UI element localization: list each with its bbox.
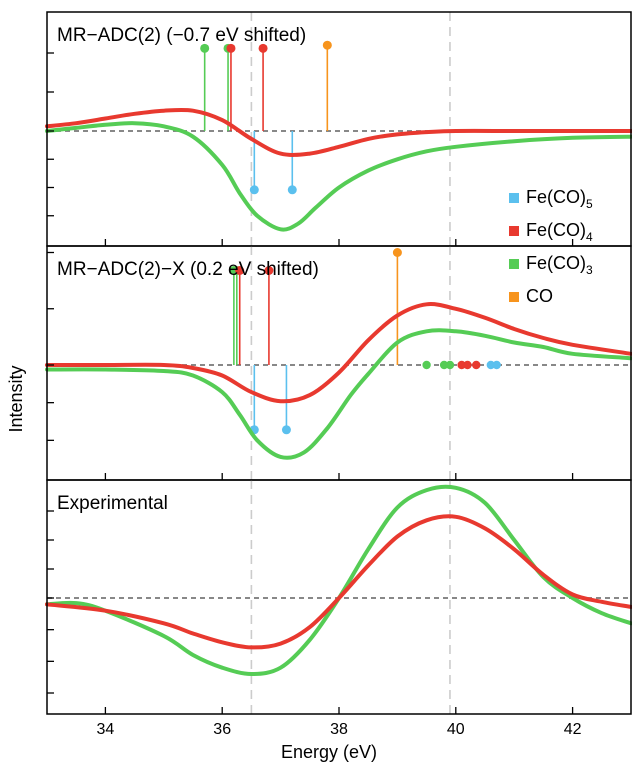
legend-swatch-FeCO3 — [509, 259, 519, 269]
series-line-FeCO4 — [47, 304, 631, 401]
legend-label-CO: CO — [526, 286, 553, 306]
legend-label-FeCO5: Fe(CO)5 — [526, 187, 593, 211]
stick-marker-FeCO5 — [282, 425, 291, 434]
series-line-FeCO3 — [47, 330, 631, 457]
panels: MR−ADC(2) (−0.7 eV shifted) MR−ADC(2)−X (… — [47, 12, 631, 738]
stick-marker-FeCO5 — [250, 185, 259, 194]
baseline-dot-FeCO3 — [422, 361, 430, 369]
x-tick-label: 38 — [330, 721, 348, 738]
stick-marker-FeCO5 — [288, 185, 297, 194]
y-axis-label: Intensity — [6, 365, 26, 432]
x-axis-label: Energy (eV) — [281, 742, 377, 762]
baseline-dot-FeCO4 — [463, 361, 471, 369]
legend-swatch-FeCO4 — [509, 226, 519, 236]
panel-title: MR−ADC(2) (−0.7 eV shifted) — [57, 25, 306, 46]
series-line-FeCO4 — [47, 516, 631, 647]
x-tick-label: 36 — [213, 721, 231, 738]
x-tick-label: 42 — [564, 721, 582, 738]
legend-subscript: 4 — [586, 230, 593, 244]
baseline-dot-FeCO3 — [446, 361, 454, 369]
panel-2: MR−ADC(2)−X (0.2 eV shifted) — [47, 246, 631, 480]
x-tick-label: 34 — [97, 721, 115, 738]
panel-title: MR−ADC(2)−X (0.2 eV shifted) — [57, 259, 319, 280]
series-line-FeCO3 — [47, 487, 631, 674]
panel-1: MR−ADC(2) (−0.7 eV shifted) — [47, 12, 631, 246]
legend-swatch-FeCO5 — [509, 193, 519, 203]
baseline-dot-FeCO4 — [472, 361, 480, 369]
legend-label-FeCO3: Fe(CO)3 — [526, 253, 593, 277]
stick-marker-CO — [393, 248, 402, 257]
legend-subscript: 3 — [586, 263, 593, 277]
panel-3: Experimental — [47, 480, 631, 714]
series-line-FeCO4 — [47, 110, 631, 155]
series-line-FeCO3 — [47, 123, 631, 229]
x-tick-label: 40 — [447, 721, 465, 738]
legend-swatch-CO — [509, 292, 519, 302]
panel-title: Experimental — [57, 493, 168, 514]
legend-label-FeCO4: Fe(CO)4 — [526, 220, 593, 244]
baseline-dot-FeCO5 — [492, 361, 500, 369]
stick-marker-CO — [323, 41, 332, 50]
legend-subscript: 5 — [586, 197, 593, 211]
